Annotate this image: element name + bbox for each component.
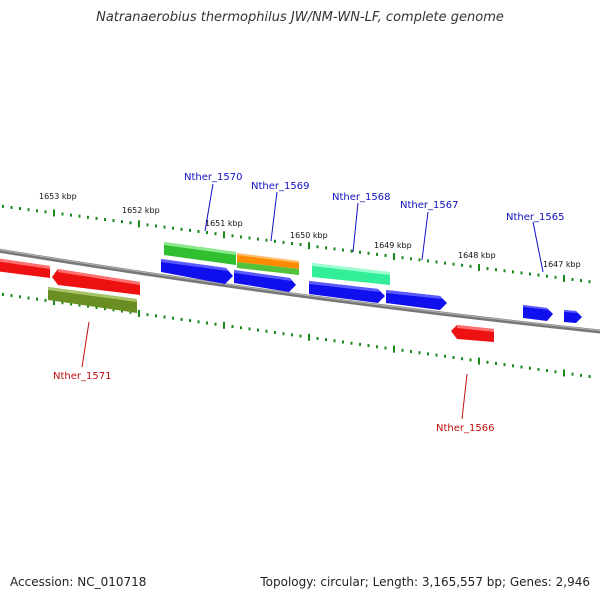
red-reverse-gene-1566[interactable] [451, 325, 494, 342]
accession-text: Accession: NC_010718 [10, 575, 147, 589]
lower-scale-ticks [2, 292, 591, 379]
scale-label-1647: 1647 kbp [543, 260, 581, 269]
genome-backbone-highlight [0, 249, 600, 331]
red-reverse-left-edge[interactable] [0, 258, 50, 278]
leader-line-1567 [421, 211, 429, 261]
teal-forward-gene-1568[interactable] [312, 263, 390, 285]
leader-line-1569 [270, 191, 278, 242]
scale-label-1649: 1649 kbp [374, 241, 412, 250]
scale-label-1650: 1650 kbp [290, 231, 328, 240]
blue-forward-cds-1570[interactable] [161, 259, 233, 284]
scale-label-1648: 1648 kbp [458, 251, 496, 260]
green-forward-gene-1569[interactable] [237, 262, 299, 275]
olive-reverse-gene-1571[interactable] [48, 287, 137, 313]
gene-label-1570[interactable]: Nther_1570 [184, 172, 242, 183]
blue-forward-cds-1568[interactable] [309, 281, 385, 303]
blue-forward-cds-1569[interactable] [234, 270, 296, 292]
leader-line-1566 [461, 373, 468, 420]
leader-line-1571 [81, 321, 90, 368]
gene-label-1571[interactable]: Nther_1571 [53, 371, 111, 382]
gene-label-1569[interactable]: Nther_1569 [251, 181, 309, 192]
scale-label-1653: 1653 kbp [39, 192, 77, 201]
scale-label-1652: 1652 kbp [122, 206, 160, 215]
gene-label-1566[interactable]: Nther_1566 [436, 423, 494, 434]
genome-title: Natranaerobius thermophilus JW/NM-WN-LF,… [96, 10, 504, 25]
red-reverse-gene-1[interactable] [52, 269, 140, 295]
gene-label-1568[interactable]: Nther_1568 [332, 192, 390, 203]
leader-line-1568 [352, 202, 359, 253]
green-forward-gene-1570[interactable] [164, 242, 236, 265]
upper-scale-ticks [2, 204, 591, 284]
scale-label-1651: 1651 kbp [205, 219, 243, 228]
blue-forward-cds-1567[interactable] [386, 290, 447, 310]
blue-forward-cds-1565[interactable] [523, 305, 553, 321]
genome-backbone [0, 248, 600, 334]
leader-line-1570 [204, 183, 214, 232]
genome-summary-text: Topology: circular; Length: 3,165,557 bp… [260, 575, 590, 589]
leader-line-1565 [532, 221, 544, 273]
gene-label-1565[interactable]: Nther_1565 [506, 212, 564, 223]
gene-label-1567[interactable]: Nther_1567 [400, 200, 458, 211]
orange-forward-gene-1569[interactable] [237, 253, 299, 269]
blue-forward-cds-right[interactable] [564, 310, 582, 323]
